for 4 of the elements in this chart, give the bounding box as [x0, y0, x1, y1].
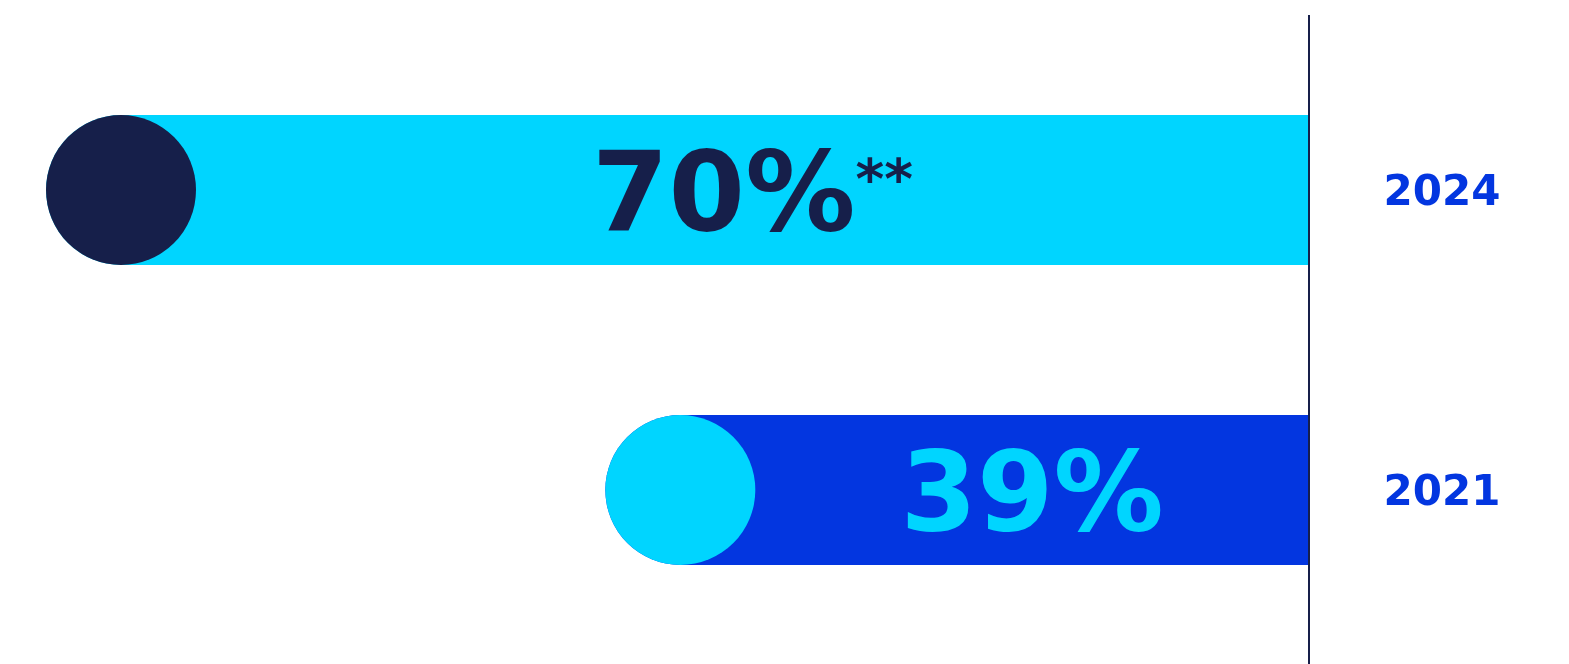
y-tick-label: 2024: [1383, 166, 1501, 216]
data-label: 70%$^{**}$: [592, 127, 913, 256]
y-tick-label: 2021: [1383, 466, 1501, 516]
data-label: 39%: [900, 427, 1164, 556]
